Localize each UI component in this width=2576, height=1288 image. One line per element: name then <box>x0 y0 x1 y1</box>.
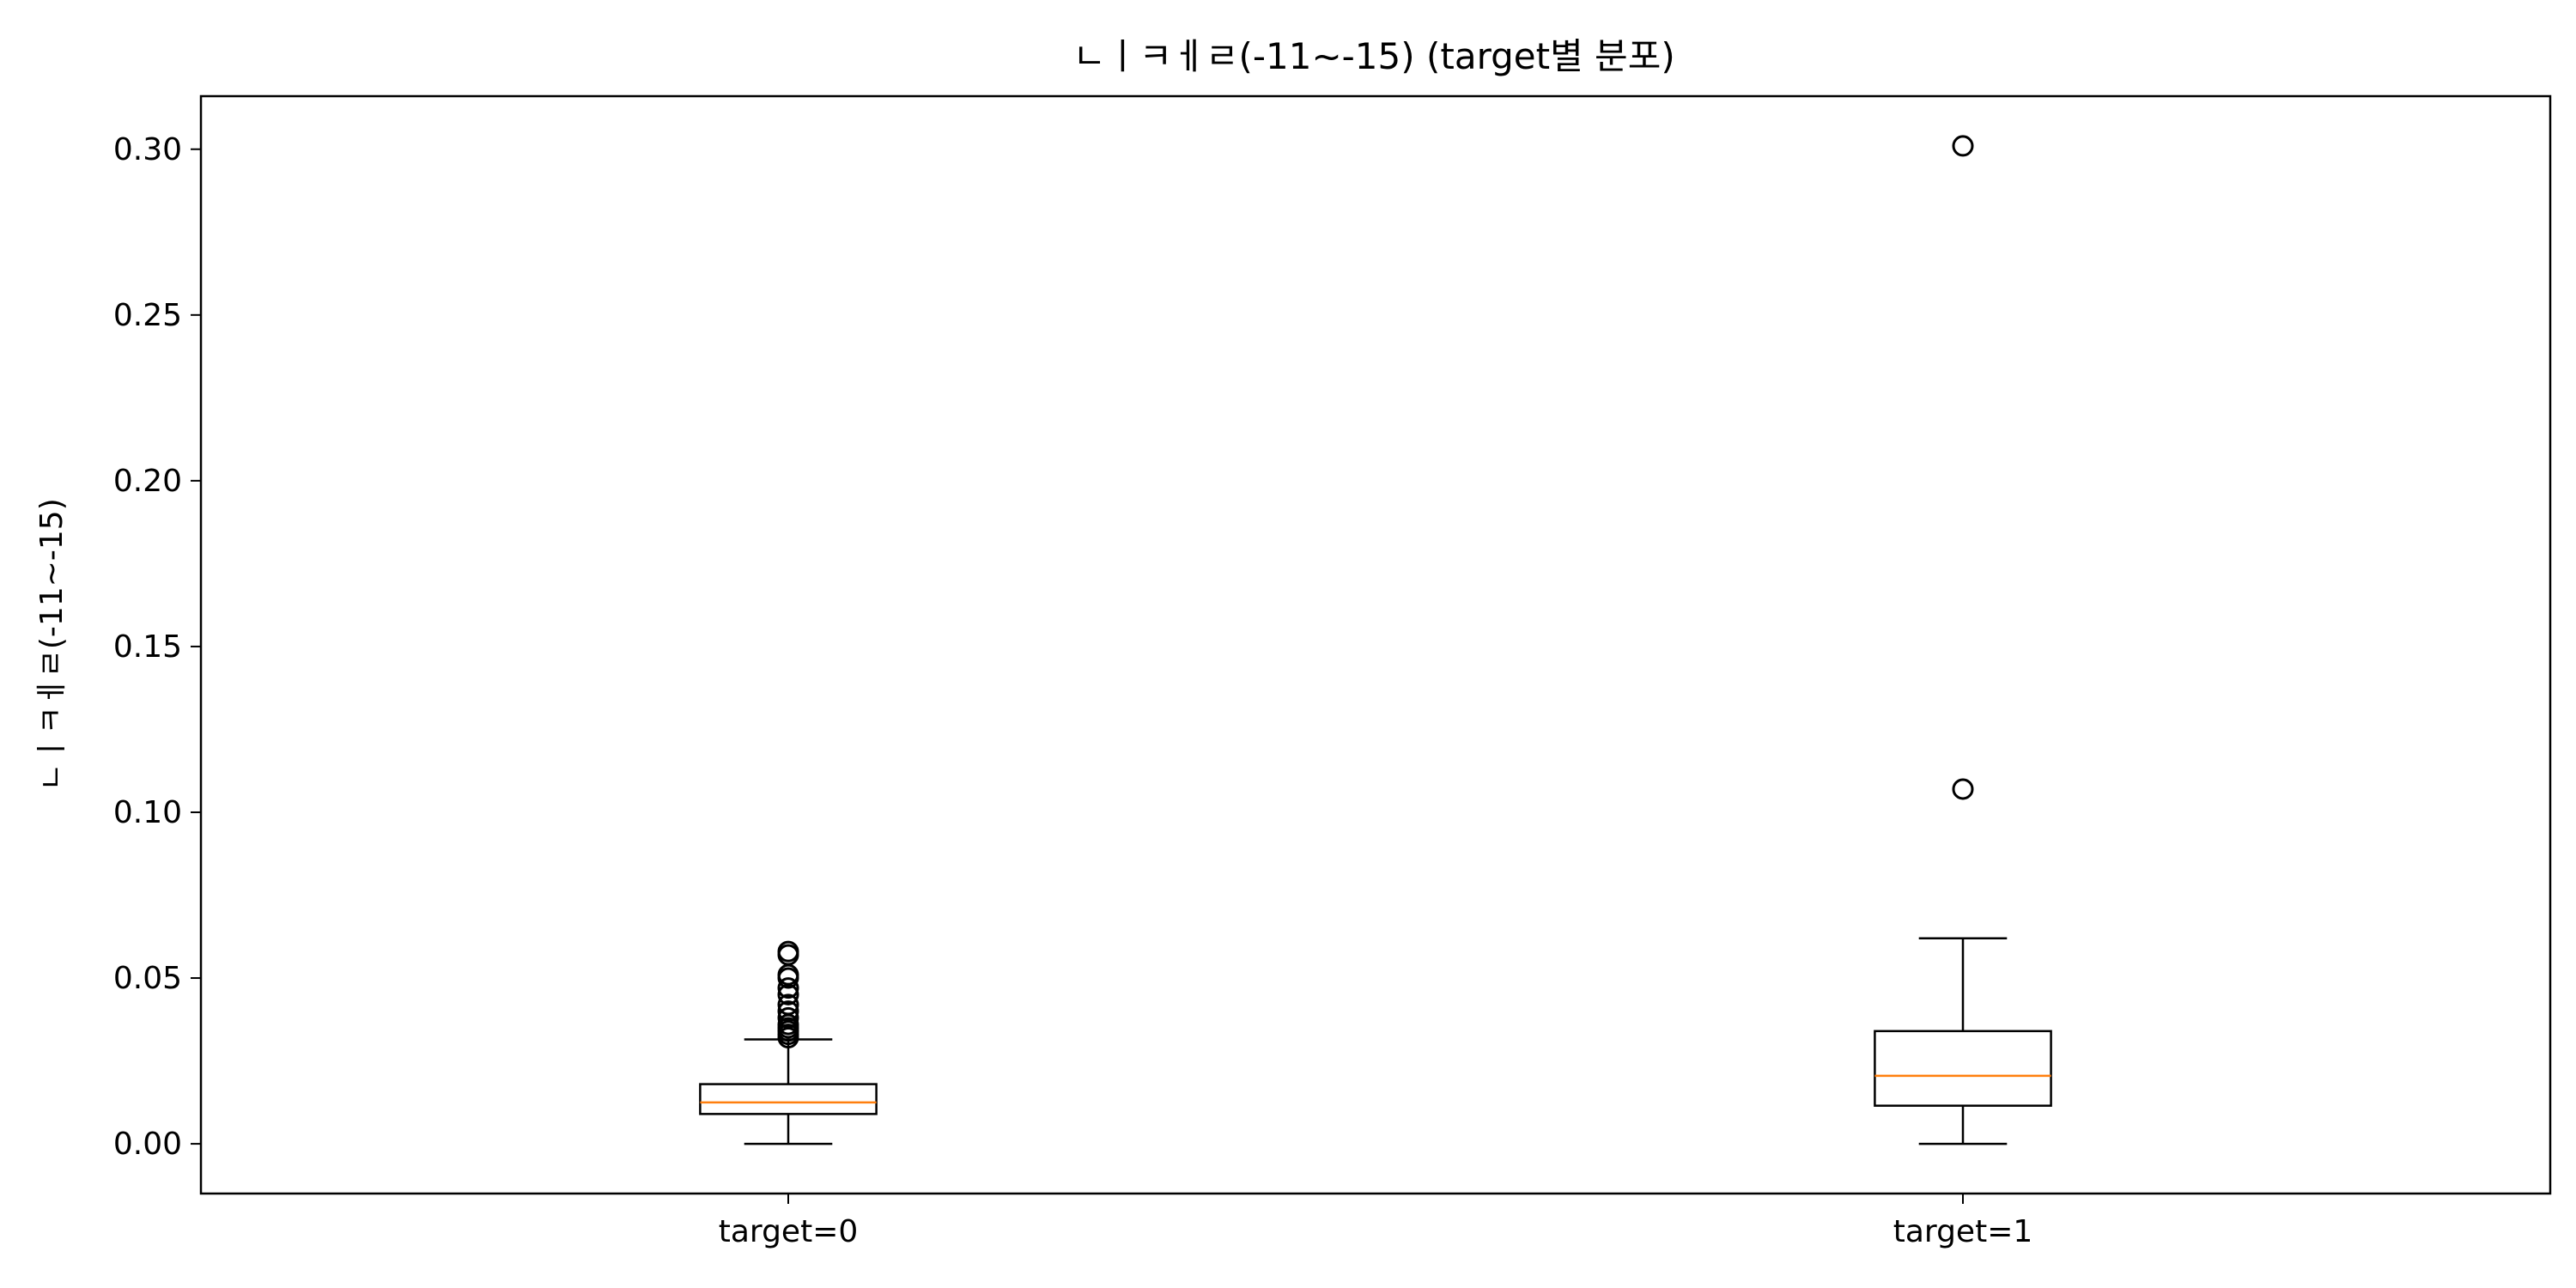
outlier-point <box>777 1006 799 1029</box>
y-tick-label: 0.05 <box>113 961 182 996</box>
outlier-point <box>777 1000 799 1023</box>
x-tick-label: target=0 <box>719 1214 859 1249</box>
iqr-box <box>1874 1030 2052 1107</box>
y-tick-label: 0.10 <box>113 795 182 830</box>
x-tick-label: target=1 <box>1893 1214 2033 1249</box>
outlier-point <box>777 993 799 1016</box>
outlier-point <box>777 940 799 963</box>
outlier-point <box>777 977 799 999</box>
y-tick-label: 0.20 <box>113 464 182 499</box>
iqr-box <box>699 1083 878 1115</box>
y-tick-label: 0.15 <box>113 629 182 665</box>
outlier-point <box>1952 135 1974 157</box>
plot-frame <box>199 94 2552 1195</box>
y-tick-label: 0.30 <box>113 132 182 167</box>
x-axis: target=0 target=1 <box>719 1194 2033 1249</box>
y-tick-label: 0.00 <box>113 1127 182 1162</box>
box-group <box>1874 135 2052 1145</box>
chart-title: ㄴㅣㅋㅔㄹ(-11~-15) (target별 분포) <box>1072 35 1674 77</box>
y-axis-label: ㄴㅣㅋㅔㄹ(-11~-15) <box>34 498 70 791</box>
boxes <box>699 135 2052 1145</box>
box-group <box>699 940 878 1145</box>
y-axis: 0.00 0.05 0.10 0.15 0.20 0.25 0.30 <box>113 132 201 1162</box>
y-tick-label: 0.25 <box>113 298 182 333</box>
outlier-point <box>1952 778 1974 800</box>
